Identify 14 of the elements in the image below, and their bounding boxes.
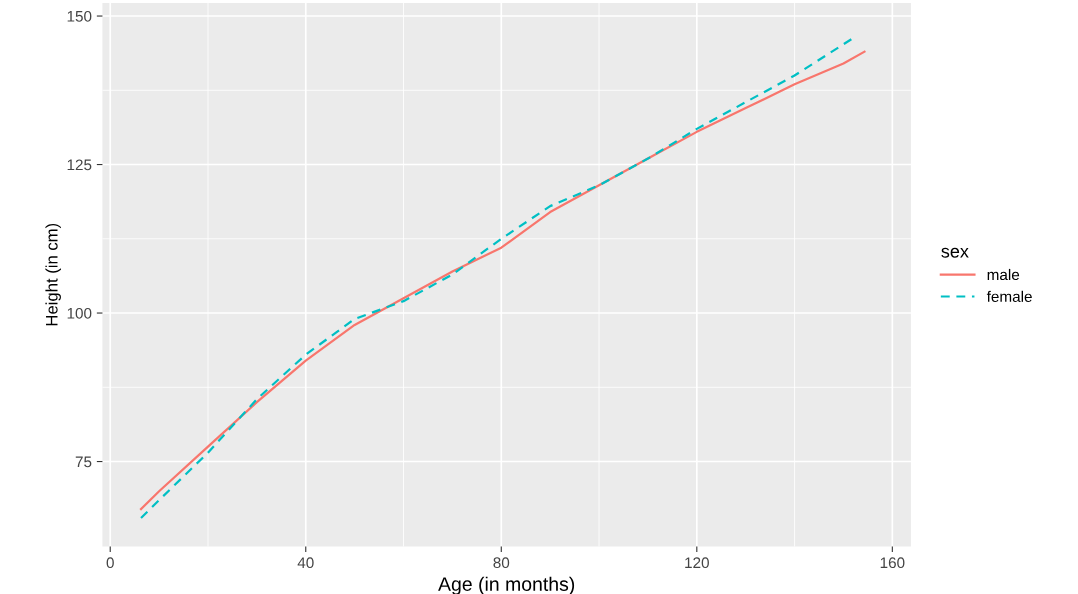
y-tick-label: 75 (75, 456, 92, 468)
y-tick-label: 125 (67, 159, 92, 171)
legend-label: female (986, 290, 1032, 302)
legend-title: sex (941, 247, 969, 258)
y-axis-title: Height (in cm) (45, 223, 61, 326)
y-tick-label: 150 (67, 10, 92, 22)
y-tick-label: 100 (67, 307, 92, 319)
x-tick-label: 40 (297, 557, 314, 569)
x-axis-title: Age (in months) (438, 576, 575, 594)
x-tick-label: 80 (493, 557, 510, 569)
x-tick-label: 120 (685, 557, 709, 569)
legend-label: male (987, 268, 1020, 281)
x-tick-label: 160 (880, 557, 905, 569)
x-tick-label: 0 (106, 557, 114, 569)
